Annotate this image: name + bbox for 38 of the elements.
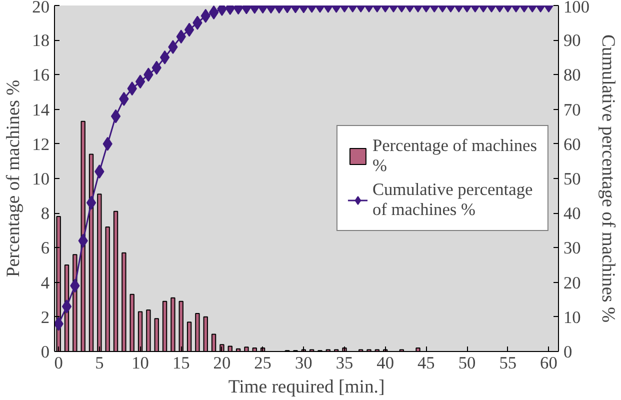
x-tick-label: 10 <box>132 354 149 372</box>
y-tick-label: 6 <box>40 238 50 258</box>
y-tick-label: 18 <box>32 31 50 50</box>
x-tick-label: 40 <box>376 354 394 372</box>
x-tick-label: 30 <box>294 354 312 372</box>
x-tick-label: 20 <box>213 354 231 372</box>
y2-tick-label: 60 <box>564 134 581 154</box>
y-tick-label: 2 <box>40 308 50 327</box>
y2-tick-label: 10 <box>564 308 581 327</box>
x-tick-label: 55 <box>499 354 517 372</box>
y2-tick-label: 100 <box>564 0 590 16</box>
y2-tick-label: 80 <box>564 66 581 85</box>
y2-tick-label: 40 <box>564 204 581 224</box>
y-tick-label: 8 <box>40 204 50 224</box>
y-axis-title: Percentage of machines % <box>3 80 24 278</box>
y2-axis-title: Cumulative percentage of machines % <box>597 34 618 323</box>
legend-label: Percentage of machines % <box>372 136 537 176</box>
x-tick-label: 50 <box>458 354 476 372</box>
y2-tick-label: 70 <box>564 100 581 120</box>
y-tick-label: 16 <box>32 66 50 85</box>
y-tick-label: 4 <box>40 273 50 292</box>
y2-tick-label: 30 <box>564 238 581 258</box>
x-tick-label: 60 <box>540 354 558 372</box>
x-tick-label: 35 <box>336 354 354 372</box>
y-tick-label: 14 <box>32 100 50 120</box>
legend-label: Cumulative percentage of machines % <box>372 180 533 220</box>
x-tick-label: 15 <box>172 354 190 372</box>
x-tick-label: 45 <box>418 354 435 372</box>
x-tick-label: 25 <box>254 354 272 372</box>
y2-tick-label: 90 <box>564 31 581 50</box>
x-tick-label: 5 <box>95 354 104 372</box>
y-tick-label: 12 <box>32 134 50 154</box>
x-axis-title: Time required [min.] <box>228 376 385 398</box>
y2-tick-label: 50 <box>564 170 581 188</box>
y-tick-label: 10 <box>32 170 50 188</box>
y-tick-label: 20 <box>32 0 50 16</box>
y2-tick-label: 20 <box>564 273 581 292</box>
x-tick-label: 0 <box>54 354 63 372</box>
